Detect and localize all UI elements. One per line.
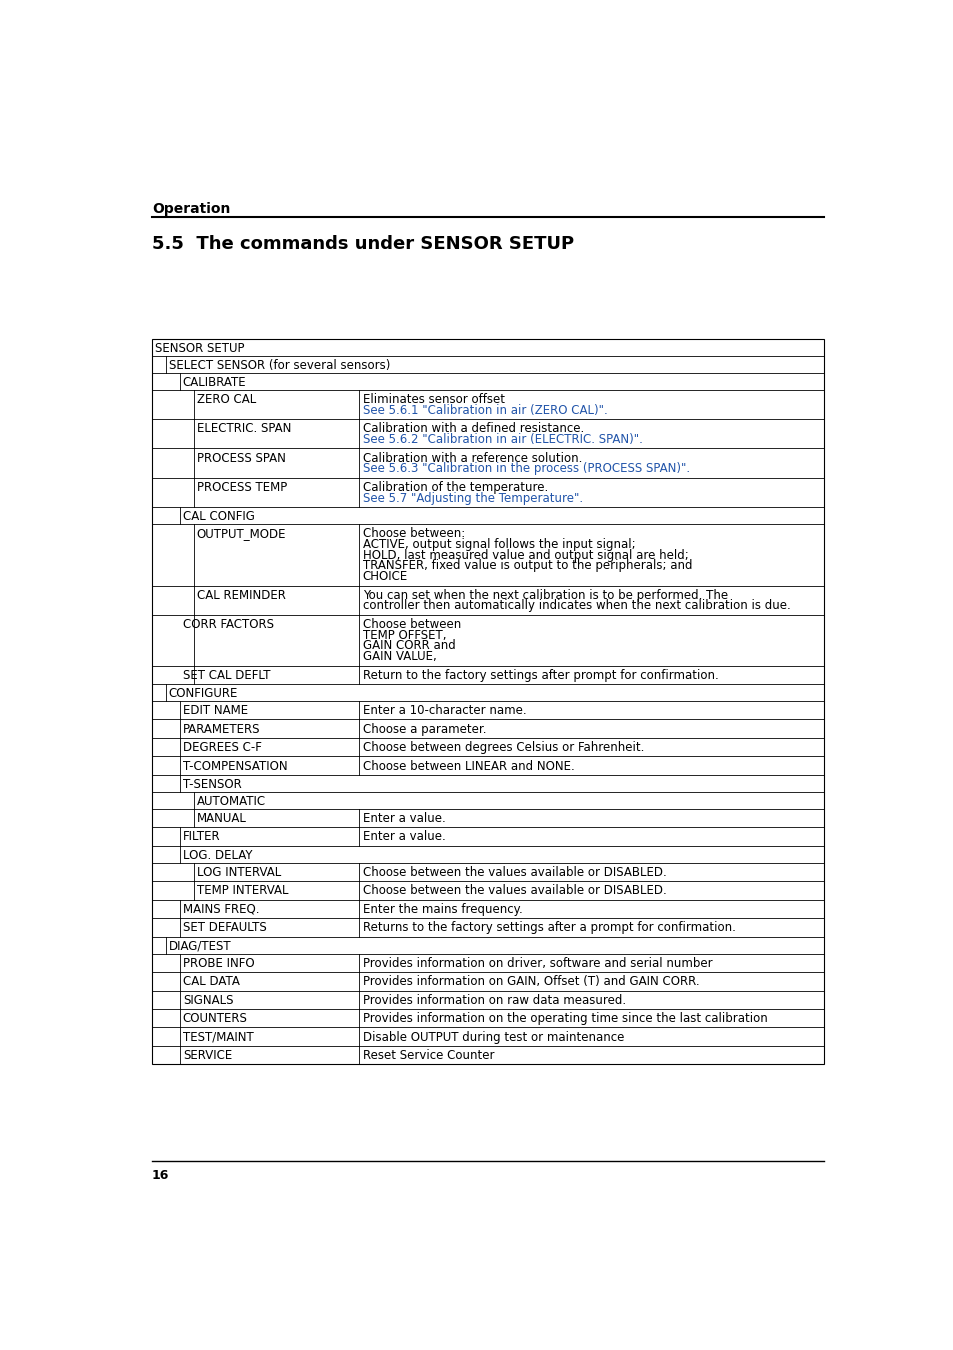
Text: TEST/MAINT: TEST/MAINT (183, 1030, 253, 1044)
Text: T-COMPENSATION: T-COMPENSATION (183, 760, 287, 772)
Text: Operation: Operation (152, 202, 230, 216)
Text: LOG. DELAY: LOG. DELAY (183, 849, 252, 861)
Text: COUNTERS: COUNTERS (183, 1012, 248, 1025)
Text: PROBE INFO: PROBE INFO (183, 957, 254, 969)
Text: CONFIGURE: CONFIGURE (169, 687, 238, 701)
Text: Provides information on the operating time since the last calibration: Provides information on the operating ti… (362, 1012, 766, 1025)
Text: GAIN VALUE,: GAIN VALUE, (362, 651, 436, 663)
Text: Provides information on GAIN, Offset (T) and GAIN CORR.: Provides information on GAIN, Offset (T)… (362, 975, 699, 988)
Text: CALIBRATE: CALIBRATE (183, 377, 246, 389)
Text: Eliminates sensor offset: Eliminates sensor offset (362, 393, 504, 406)
Text: ELECTRIC. SPAN: ELECTRIC. SPAN (196, 423, 291, 435)
Text: Calibration of the temperature.: Calibration of the temperature. (362, 481, 547, 494)
Text: Enter a value.: Enter a value. (362, 811, 445, 825)
Text: Choose between LINEAR and NONE.: Choose between LINEAR and NONE. (362, 760, 574, 772)
Text: Calibration with a reference solution.: Calibration with a reference solution. (362, 451, 581, 464)
Text: GAIN CORR and: GAIN CORR and (362, 640, 455, 652)
Text: Enter a 10-character name.: Enter a 10-character name. (362, 705, 526, 717)
Text: OUTPUT_MODE: OUTPUT_MODE (196, 526, 286, 540)
Text: You can set when the next calibration is to be performed. The: You can set when the next calibration is… (362, 589, 727, 602)
Text: T-SENSOR: T-SENSOR (183, 778, 241, 791)
Text: Enter the mains frequency.: Enter the mains frequency. (362, 903, 522, 915)
Text: FILTER: FILTER (183, 830, 220, 844)
Bar (152, 339, 823, 1064)
Text: controller then automatically indicates when the next calibration is due.: controller then automatically indicates … (362, 599, 789, 613)
Text: Disable OUTPUT during test or maintenance: Disable OUTPUT during test or maintenanc… (362, 1030, 623, 1044)
Text: Choose a parameter.: Choose a parameter. (362, 722, 486, 736)
Text: MANUAL: MANUAL (196, 811, 247, 825)
Text: Choose between: Choose between (362, 618, 460, 630)
Text: Return to the factory settings after prompt for confirmation.: Return to the factory settings after pro… (362, 668, 718, 682)
Text: SERVICE: SERVICE (183, 1049, 232, 1062)
Text: CAL CONFIG: CAL CONFIG (183, 510, 254, 522)
Text: SET DEFAULTS: SET DEFAULTS (183, 921, 266, 934)
Text: AUTOMATIC: AUTOMATIC (196, 795, 266, 807)
Text: DIAG/TEST: DIAG/TEST (169, 940, 232, 953)
Text: PROCESS TEMP: PROCESS TEMP (196, 481, 287, 494)
Text: ACTIVE, output signal follows the input signal;: ACTIVE, output signal follows the input … (362, 537, 635, 551)
Text: PARAMETERS: PARAMETERS (183, 722, 260, 736)
Text: TRANSFER, fixed value is output to the peripherals; and: TRANSFER, fixed value is output to the p… (362, 559, 691, 572)
Text: EDIT NAME: EDIT NAME (183, 705, 248, 717)
Text: SET CAL DEFLT: SET CAL DEFLT (183, 668, 270, 682)
Text: PROCESS SPAN: PROCESS SPAN (196, 451, 285, 464)
Text: Choose between the values available or DISABLED.: Choose between the values available or D… (362, 865, 665, 879)
Text: CAL DATA: CAL DATA (183, 975, 239, 988)
Text: 16: 16 (152, 1169, 169, 1183)
Text: Provides information on driver, software and serial number: Provides information on driver, software… (362, 957, 712, 969)
Text: ZERO CAL: ZERO CAL (196, 393, 255, 406)
Text: Returns to the factory settings after a prompt for confirmation.: Returns to the factory settings after a … (362, 921, 735, 934)
Text: SENSOR SETUP: SENSOR SETUP (154, 342, 244, 355)
Text: Choose between degrees Celsius or Fahrenheit.: Choose between degrees Celsius or Fahren… (362, 741, 643, 755)
Text: SELECT SENSOR (for several sensors): SELECT SENSOR (for several sensors) (169, 359, 390, 373)
Text: Enter a value.: Enter a value. (362, 830, 445, 844)
Text: LOG INTERVAL: LOG INTERVAL (196, 865, 281, 879)
Text: See 5.6.2 "Calibration in air (ELECTRIC. SPAN)".: See 5.6.2 "Calibration in air (ELECTRIC.… (362, 433, 641, 446)
Text: CAL REMINDER: CAL REMINDER (196, 589, 285, 602)
Text: Choose between the values available or DISABLED.: Choose between the values available or D… (362, 884, 665, 898)
Text: Calibration with a defined resistance.: Calibration with a defined resistance. (362, 423, 583, 435)
Text: TEMP INTERVAL: TEMP INTERVAL (196, 884, 288, 898)
Text: DEGREES C-F: DEGREES C-F (183, 741, 261, 755)
Text: See 5.7 "Adjusting the Temperature".: See 5.7 "Adjusting the Temperature". (362, 491, 582, 505)
Text: HOLD, last measured value and output signal are held;: HOLD, last measured value and output sig… (362, 548, 688, 562)
Text: See 5.6.1 "Calibration in air (ZERO CAL)".: See 5.6.1 "Calibration in air (ZERO CAL)… (362, 404, 607, 417)
Text: Choose between:: Choose between: (362, 526, 464, 540)
Text: See 5.6.3 "Calibration in the process (PROCESS SPAN)".: See 5.6.3 "Calibration in the process (P… (362, 462, 689, 475)
Text: SIGNALS: SIGNALS (183, 994, 233, 1007)
Text: CHOICE: CHOICE (362, 570, 408, 583)
Text: Provides information on raw data measured.: Provides information on raw data measure… (362, 994, 625, 1007)
Text: TEMP OFFSET,: TEMP OFFSET, (362, 629, 446, 641)
Text: MAINS FREQ.: MAINS FREQ. (183, 903, 259, 915)
Text: CORR FACTORS: CORR FACTORS (183, 618, 274, 630)
Text: Reset Service Counter: Reset Service Counter (362, 1049, 494, 1062)
Text: 5.5  The commands under SENSOR SETUP: 5.5 The commands under SENSOR SETUP (152, 235, 574, 254)
